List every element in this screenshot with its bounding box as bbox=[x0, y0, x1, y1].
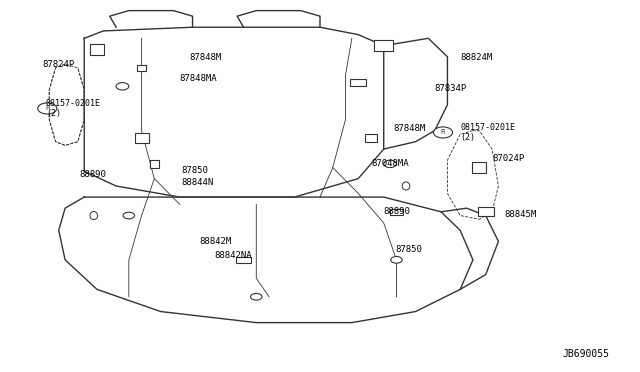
Bar bbox=[134, 133, 148, 143]
Circle shape bbox=[116, 83, 129, 90]
Text: 88824M: 88824M bbox=[460, 53, 492, 62]
Text: JB690055: JB690055 bbox=[563, 349, 610, 359]
Circle shape bbox=[123, 212, 134, 219]
Bar bbox=[390, 209, 403, 215]
Text: 87848M: 87848M bbox=[189, 53, 221, 62]
Ellipse shape bbox=[402, 182, 410, 190]
Bar bbox=[350, 79, 366, 86]
Circle shape bbox=[250, 294, 262, 300]
Text: 87850: 87850 bbox=[395, 245, 422, 254]
Bar bbox=[150, 160, 159, 167]
Bar bbox=[236, 257, 252, 263]
Bar bbox=[374, 40, 394, 51]
Text: 08157-0201E
(2): 08157-0201E (2) bbox=[46, 99, 101, 118]
Text: 88842NA: 88842NA bbox=[215, 251, 253, 260]
Text: 87024P: 87024P bbox=[492, 154, 524, 163]
Text: R: R bbox=[440, 129, 445, 135]
Bar bbox=[365, 134, 378, 142]
Bar bbox=[472, 162, 486, 173]
Text: 87848MA: 87848MA bbox=[180, 74, 218, 83]
Bar bbox=[137, 64, 147, 71]
Text: 88890: 88890 bbox=[384, 207, 411, 217]
Text: 88844N: 88844N bbox=[181, 178, 213, 187]
Bar bbox=[90, 44, 104, 55]
Text: 87850: 87850 bbox=[181, 166, 208, 174]
Text: 87848M: 87848M bbox=[394, 124, 426, 133]
Text: 87048MA: 87048MA bbox=[371, 159, 408, 169]
Bar bbox=[477, 207, 493, 217]
Ellipse shape bbox=[90, 211, 98, 219]
Text: 87834P: 87834P bbox=[435, 84, 467, 93]
Circle shape bbox=[38, 103, 57, 114]
Circle shape bbox=[391, 257, 402, 263]
Text: 88890: 88890 bbox=[79, 170, 106, 179]
Text: 87824P: 87824P bbox=[42, 60, 75, 69]
Circle shape bbox=[384, 160, 396, 167]
Text: R: R bbox=[45, 106, 50, 112]
Text: 88845M: 88845M bbox=[505, 210, 537, 219]
Text: 08157-0201E
(2): 08157-0201E (2) bbox=[460, 123, 515, 142]
Circle shape bbox=[433, 127, 452, 138]
Text: 88842M: 88842M bbox=[199, 237, 231, 246]
